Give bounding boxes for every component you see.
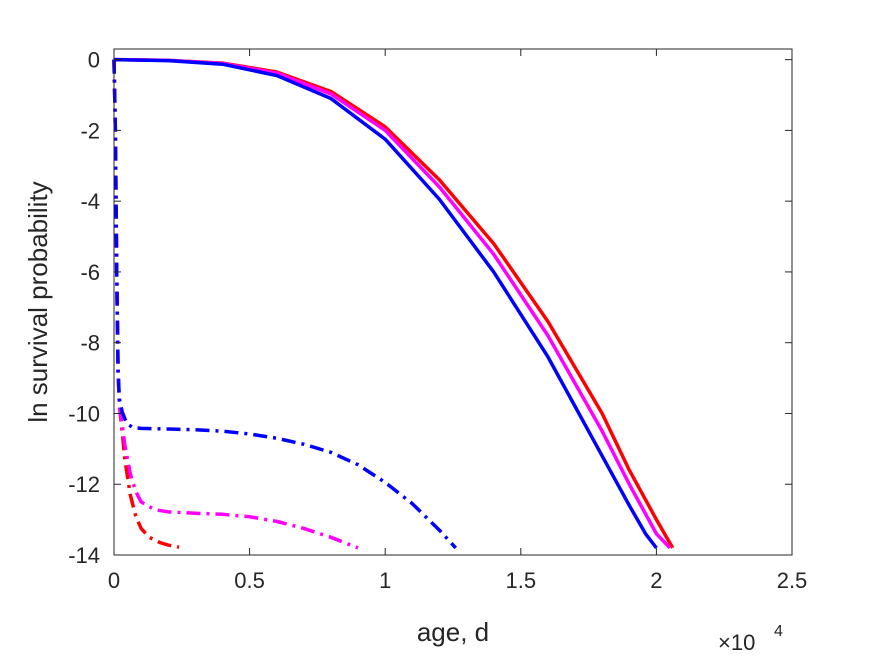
y-tick-label: -4 bbox=[80, 189, 100, 214]
x-axis-label: age, d bbox=[417, 617, 489, 647]
series-line-6 bbox=[112, 59, 457, 550]
plot-frame bbox=[113, 48, 793, 556]
x-tick-label: 0 bbox=[108, 568, 120, 593]
y-tick-label: -2 bbox=[80, 118, 100, 143]
x-exponent-base: ×10 bbox=[718, 630, 755, 655]
x-tick-label: 0.5 bbox=[234, 568, 265, 593]
y-tick-label: -10 bbox=[68, 401, 100, 426]
x-tick-label: 2 bbox=[650, 568, 662, 593]
series-line-3 bbox=[113, 57, 658, 549]
y-axis-label: ln survival probability bbox=[23, 181, 53, 422]
series-line-4 bbox=[112, 59, 180, 549]
x-exponent-power: 4 bbox=[774, 623, 783, 640]
series-layer bbox=[112, 57, 675, 550]
y-ticks: 0 -2 -4 -6 -8 -10 -12 -14 bbox=[68, 48, 792, 568]
y-tick-label: 0 bbox=[88, 48, 100, 73]
plot-area bbox=[114, 49, 792, 555]
x-tick-label: 2.5 bbox=[777, 568, 808, 593]
x-tick-label: 1.5 bbox=[506, 568, 537, 593]
y-tick-label: -14 bbox=[68, 543, 100, 568]
y-tick-label: -8 bbox=[80, 331, 100, 356]
x-exponent: ×10 4 bbox=[718, 623, 783, 655]
y-tick-label: -12 bbox=[68, 472, 100, 497]
x-ticks: 0 0.5 1 1.5 2 2.5 bbox=[108, 49, 807, 593]
x-tick-label: 1 bbox=[379, 568, 391, 593]
y-tick-label: -6 bbox=[80, 260, 100, 285]
